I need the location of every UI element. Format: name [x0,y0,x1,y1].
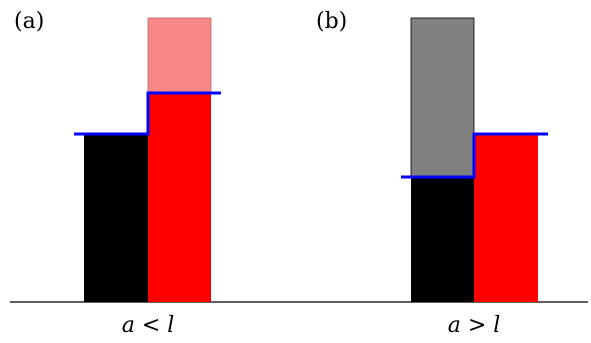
panel-b-right-bar [474,134,538,302]
panel-b-label: (b) [316,9,347,34]
panel-b-level-line [401,132,548,179]
panel-b-left-bar [411,177,474,302]
panel-a-label: (a) [14,9,44,34]
panel-a-condition: a < l [122,313,175,338]
panel-a-ghost-bar [147,17,212,95]
panel-b: (b) a > l [316,9,548,338]
panel-a-left-bar [84,134,148,302]
panel-a-right-bar [148,93,211,302]
panel-b-ghost-bar [410,17,475,179]
panel-a: (a) a < l [14,9,221,338]
panel-b-condition: a > l [448,313,501,338]
panel-a-level-line [74,91,221,136]
